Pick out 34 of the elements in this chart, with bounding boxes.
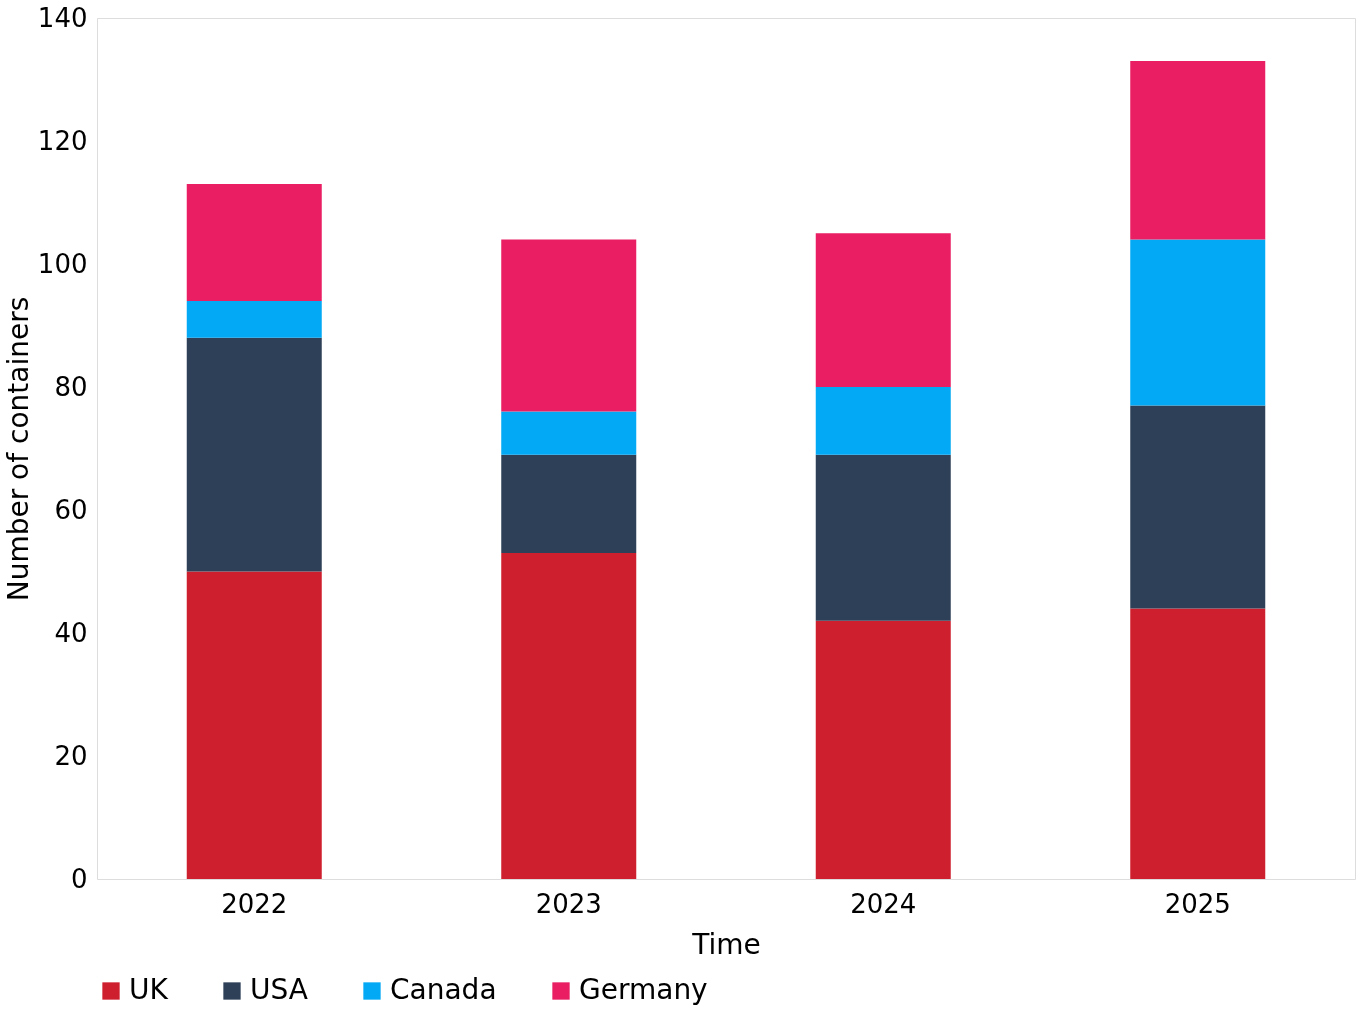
bar	[1130, 608, 1266, 879]
x-tick-label: 2022	[221, 888, 288, 919]
bar	[186, 184, 322, 301]
legend-label: USA	[250, 973, 308, 1006]
x-tick-label: 2023	[535, 888, 602, 919]
y-tick-label: 80	[54, 371, 88, 402]
bar	[815, 454, 951, 621]
bar	[1130, 61, 1266, 240]
bar	[186, 300, 322, 338]
legend-label: Canada	[390, 973, 497, 1006]
bar	[815, 233, 951, 387]
legend-label: UK	[129, 973, 169, 1006]
y-tick-label: 20	[54, 740, 88, 771]
bar	[501, 454, 637, 554]
bar	[501, 239, 637, 412]
bar	[186, 337, 322, 572]
y-tick-label: 120	[37, 125, 88, 156]
bar	[815, 620, 951, 879]
y-tick-label: 140	[37, 2, 88, 33]
bar	[1130, 239, 1266, 406]
bar	[501, 411, 637, 455]
bar	[1130, 405, 1266, 609]
y-axis-title: Number of containers	[1, 296, 35, 602]
y-tick-label: 60	[54, 494, 88, 525]
x-tick-label: 2024	[850, 888, 917, 919]
x-tick-label: 2025	[1164, 888, 1231, 919]
bar	[186, 571, 322, 879]
y-tick-label: 100	[37, 248, 88, 279]
y-tick-label: 0	[70, 863, 88, 894]
x-axis-title: Time	[691, 927, 761, 961]
bar	[815, 387, 951, 455]
bar	[501, 553, 637, 879]
y-tick-label: 40	[54, 617, 88, 648]
legend-label: Germany	[579, 973, 708, 1006]
